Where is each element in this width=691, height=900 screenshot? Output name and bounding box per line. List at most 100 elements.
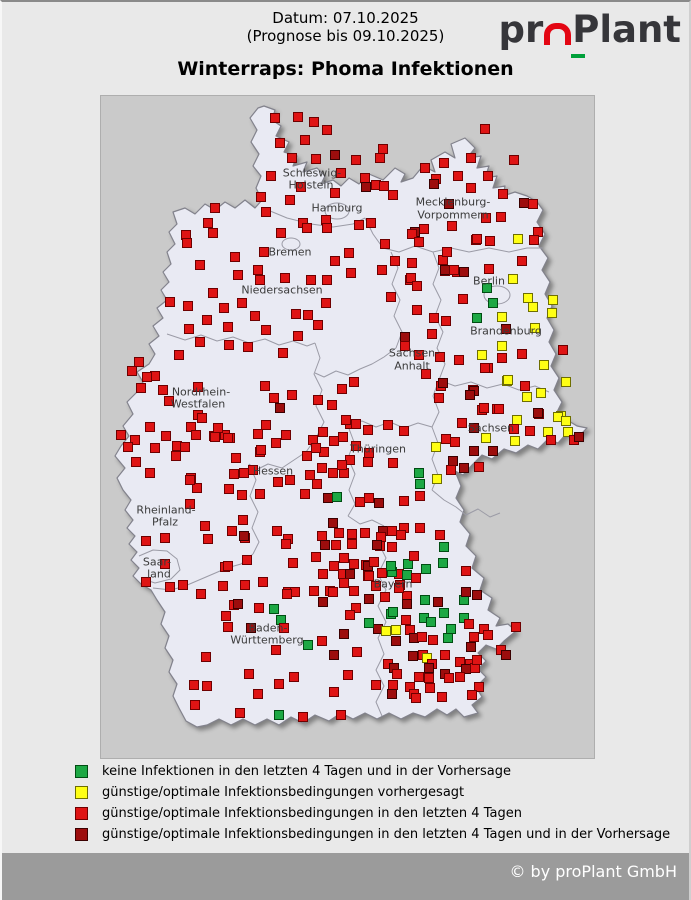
marker-red <box>279 623 289 633</box>
marker-green <box>403 559 413 569</box>
marker-red <box>360 528 370 538</box>
marker-red <box>306 275 316 285</box>
marker-red <box>437 692 447 702</box>
marker-red <box>219 303 229 313</box>
marker-red <box>414 672 424 682</box>
marker-red <box>440 650 450 660</box>
marker-red <box>364 493 374 503</box>
marker-red <box>467 690 477 700</box>
marker-red <box>287 153 297 163</box>
marker-red <box>517 349 527 359</box>
marker-red <box>328 587 338 597</box>
marker-red <box>420 163 430 173</box>
state-label: Niedersachsen <box>241 283 323 297</box>
marker-red <box>480 363 490 373</box>
marker-red <box>464 619 474 629</box>
marker-red <box>525 426 535 436</box>
marker-red <box>189 680 199 690</box>
marker-red <box>136 383 146 393</box>
legend-label: günstige/optimale Infektionsbedingungen … <box>102 827 671 842</box>
marker-red <box>401 615 411 625</box>
marker-red <box>330 188 340 198</box>
marker-darkred <box>444 199 454 209</box>
marker-red <box>302 451 312 461</box>
marker-red <box>293 331 303 341</box>
marker-red <box>311 552 321 562</box>
marker-red <box>281 430 291 440</box>
marker-red <box>256 445 266 455</box>
marker-red <box>145 422 155 432</box>
marker-yellow <box>561 377 571 387</box>
marker-red <box>161 431 171 441</box>
marker-red <box>458 294 468 304</box>
marker-red <box>341 415 351 425</box>
legend-item: keine Infektionen in den letzten 4 Tagen… <box>75 761 670 782</box>
marker-red <box>388 458 398 468</box>
marker-red <box>311 443 321 453</box>
state-label: Thüringen <box>350 442 406 456</box>
marker-red <box>380 592 390 602</box>
marker-darkred <box>328 518 338 528</box>
marker-red <box>191 430 201 440</box>
marker-green <box>482 283 492 293</box>
marker-red <box>160 559 170 569</box>
marker-red <box>428 635 438 645</box>
marker-red <box>558 345 568 355</box>
marker-red <box>293 112 303 122</box>
marker-red <box>444 673 454 683</box>
marker-yellow <box>539 360 549 370</box>
marker-darkred <box>466 642 476 652</box>
state-label: Brandenburg <box>470 324 542 338</box>
marker-red <box>399 426 409 436</box>
marker-red <box>442 247 452 257</box>
marker-red <box>224 484 234 494</box>
marker-red <box>472 234 482 244</box>
marker-green <box>332 492 342 502</box>
marker-yellow <box>477 350 487 360</box>
marker-red <box>281 539 291 549</box>
marker-red <box>414 237 424 247</box>
marker-red <box>337 384 347 394</box>
marker-red <box>496 212 506 222</box>
marker-red <box>494 404 504 414</box>
marker-darkred <box>318 597 328 607</box>
marker-red <box>497 353 507 363</box>
marker-red <box>208 288 218 298</box>
marker-red <box>300 489 310 499</box>
marker-red <box>429 313 439 323</box>
marker-red <box>317 636 327 646</box>
state-label: Sachsen- <box>388 346 440 360</box>
marker-red <box>259 247 269 257</box>
marker-red <box>165 582 175 592</box>
marker-red <box>221 611 231 621</box>
marker-red <box>347 529 357 539</box>
marker-red <box>466 153 476 163</box>
marker-darkred <box>329 650 339 660</box>
marker-red <box>237 490 247 500</box>
marker-red <box>424 673 434 683</box>
marker-red <box>455 672 465 682</box>
marker-red <box>196 589 206 599</box>
marker-red <box>150 443 160 453</box>
marker-darkred <box>501 650 511 660</box>
legend-item: günstige/optimale Infektionsbedingungen … <box>75 782 670 803</box>
marker-red <box>396 530 406 540</box>
marker-red <box>321 298 331 308</box>
marker-red <box>466 183 476 193</box>
marker-yellow <box>432 474 442 484</box>
marker-red <box>517 256 527 266</box>
marker-red <box>260 381 270 391</box>
marker-red <box>415 523 425 533</box>
marker-red <box>380 239 390 249</box>
legend-swatch-yellow <box>75 786 88 799</box>
marker-red <box>258 577 268 587</box>
marker-red <box>450 437 460 447</box>
marker-red <box>288 558 298 568</box>
marker-red <box>339 553 349 563</box>
marker-red <box>296 182 306 192</box>
marker-red <box>184 324 194 334</box>
marker-red <box>243 342 253 352</box>
marker-red <box>474 682 484 692</box>
marker-red <box>351 155 361 165</box>
marker-yellow <box>522 392 532 402</box>
